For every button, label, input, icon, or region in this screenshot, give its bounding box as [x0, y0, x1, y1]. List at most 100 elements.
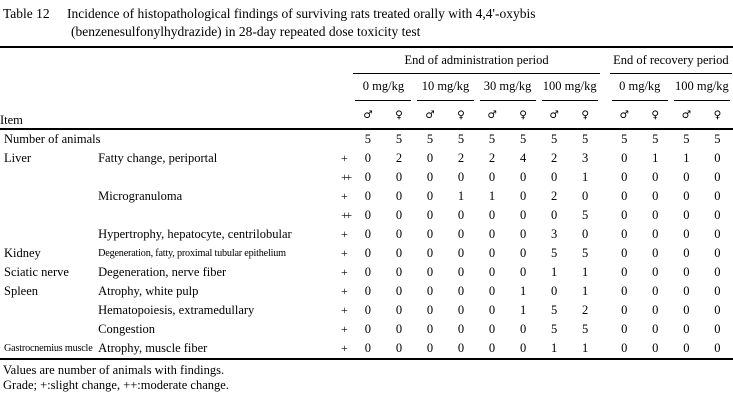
value-cell: 0: [445, 339, 477, 361]
value-cell: 0: [395, 246, 403, 261]
value-cell: 0: [364, 227, 372, 242]
column-gap: [601, 149, 609, 168]
value-cell: 0: [714, 284, 721, 299]
grade-cell: +: [341, 284, 348, 299]
finding-cell: Hematopoiesis, extramedullary: [98, 303, 255, 318]
dose-label: 30 mg/kg: [479, 79, 536, 102]
female-symbol: ♀: [507, 101, 539, 131]
value-cell: 0: [652, 246, 659, 261]
male-symbol: ♂: [414, 101, 446, 131]
finding-row: Gastrocnemius muscle Atrophy, muscle fibe…: [0, 339, 733, 361]
value-cell: 0: [426, 246, 434, 261]
value-cell: 1: [582, 265, 589, 280]
female-symbol: ♀: [639, 101, 671, 131]
value-cell: 2: [457, 151, 465, 166]
column-gap: [601, 225, 609, 244]
value-cell: 4: [519, 151, 527, 166]
dose-label: 10 mg/kg: [417, 79, 474, 102]
column-gap: [601, 263, 609, 282]
value-cell: 0: [488, 303, 496, 318]
value-cell: 5: [550, 322, 558, 337]
value-cell: 0: [621, 322, 628, 337]
value-cell: 0: [507, 339, 539, 361]
finding-cell: Congestion: [98, 322, 156, 337]
grade-cell: ++: [341, 170, 352, 185]
value-cell: 0: [714, 265, 721, 280]
finding-cell: Microgranuloma: [98, 189, 183, 204]
table-number: Table 12: [3, 6, 50, 21]
caption-line1: Incidence of histopathological findings …: [67, 6, 536, 21]
grade-cell: ++: [341, 208, 352, 223]
value-cell: 0: [639, 339, 671, 361]
value-cell: 0: [414, 339, 446, 361]
value-cell: 0: [519, 227, 527, 242]
value-cell: 0: [457, 284, 465, 299]
value-cell: 0: [652, 170, 659, 185]
grade-cell: +: [336, 339, 353, 361]
value-cell: 3: [582, 151, 589, 166]
value-cell: 0: [683, 189, 690, 204]
value-cell: 5: [550, 246, 558, 261]
value-cell: 0: [550, 284, 558, 299]
value-cell: 0: [550, 208, 558, 223]
value-cell: 1: [538, 339, 570, 361]
value-cell: 5: [582, 132, 589, 147]
value-cell: 1: [569, 339, 601, 361]
finding-cell: Fatty change, periportal: [98, 151, 218, 166]
organ-cell: [0, 301, 98, 320]
value-cell: 0: [426, 208, 434, 223]
dose-header: 100 mg/kg: [671, 74, 733, 102]
value-cell: 0: [426, 170, 434, 185]
value-cell: 0: [582, 189, 589, 204]
value-cell: 0: [714, 208, 721, 223]
dose-label: 100 mg/kg: [541, 79, 598, 102]
table-body: Number of animals 5 5 5 5 5 5 5 5 5 5 5 5 Liver Fatty …: [0, 129, 733, 361]
finding-cell: Degeneration, fatty, proximal tubular ep…: [98, 248, 286, 260]
value-cell: 0: [364, 265, 372, 280]
value-cell: 0: [364, 208, 372, 223]
value-cell: 5: [683, 132, 690, 147]
female-symbol: ♀: [445, 101, 477, 131]
value-cell: 0: [457, 227, 465, 242]
value-cell: 1: [519, 284, 527, 299]
grade-cell: +: [341, 189, 348, 204]
value-cell: 0: [488, 227, 496, 242]
organ-cell: [0, 168, 98, 187]
value-cell: 2: [488, 151, 496, 166]
value-cell: 2: [550, 151, 558, 166]
value-cell: 2: [582, 303, 589, 318]
value-cell: 0: [488, 265, 496, 280]
column-gap: [601, 206, 609, 225]
finding-cell: Atrophy, white pulp: [98, 284, 199, 299]
value-cell: 5: [652, 132, 659, 147]
value-cell: 0: [364, 170, 372, 185]
value-cell: 0: [457, 322, 465, 337]
value-cell: 0: [652, 265, 659, 280]
caption-line2: (benzenesulfonylhydrazide) in 28-day rep…: [71, 24, 421, 40]
value-cell: 0: [395, 303, 403, 318]
value-cell: 0: [683, 265, 690, 280]
value-cell: 0: [652, 322, 659, 337]
value-cell: 0: [457, 303, 465, 318]
value-cell: 0: [519, 170, 527, 185]
value-cell: 1: [652, 151, 659, 166]
column-gap: [600, 339, 609, 361]
value-cell: 0: [488, 246, 496, 261]
value-cell: 0: [395, 208, 403, 223]
value-cell: 0: [714, 189, 721, 204]
value-cell: 0: [426, 322, 434, 337]
value-cell: 0: [395, 170, 403, 185]
caption-text: Incidence of histopathological findings …: [67, 5, 535, 41]
column-gap: [601, 244, 609, 263]
value-cell: 0: [652, 208, 659, 223]
value-cell: 0: [683, 246, 690, 261]
value-cell: 5: [550, 303, 558, 318]
finding-row: ++ 0 0 0 0 0 0 0 5 0 0 0 0: [0, 206, 733, 225]
value-cell: 2: [395, 151, 403, 166]
column-gap: [601, 129, 609, 149]
value-cell: 0: [364, 151, 372, 166]
value-cell: 1: [582, 170, 589, 185]
male-symbol: ♂: [352, 101, 384, 131]
female-symbol: ♀: [569, 101, 601, 131]
value-cell: 0: [457, 265, 465, 280]
